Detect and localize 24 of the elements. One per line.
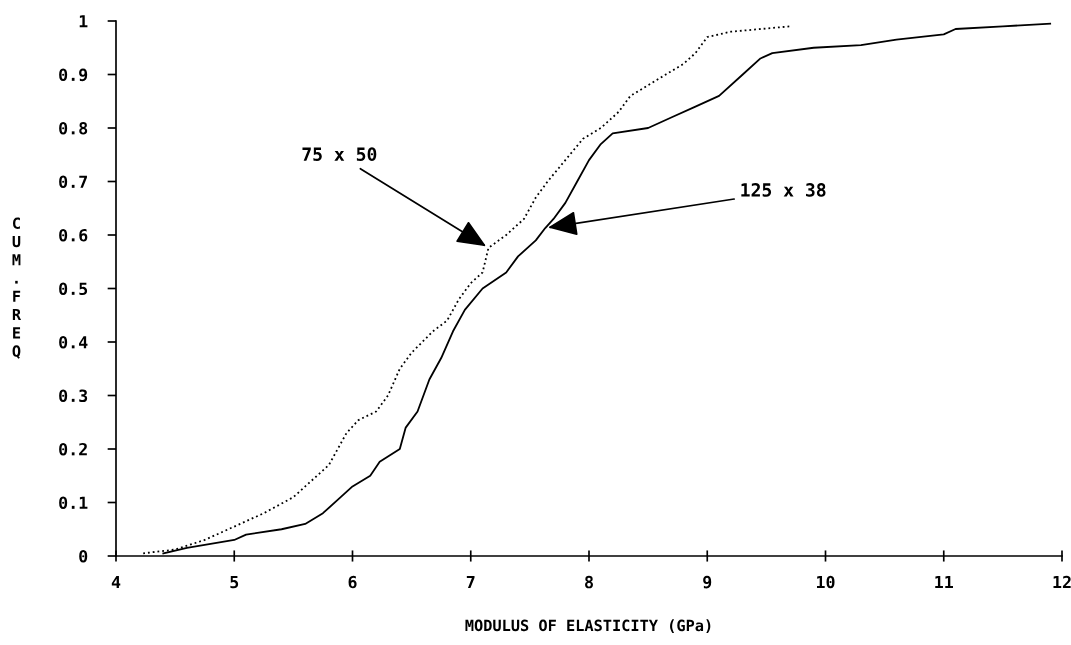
y-tick-label: 0.9 (59, 68, 88, 82)
x-tick-label: 5 (230, 575, 239, 589)
x-tick-label: 12 (1053, 575, 1071, 589)
y-tick-label: 0 (79, 549, 88, 563)
annotation: 75 x 50 (302, 147, 377, 162)
y-tick-label: 0.6 (59, 228, 88, 242)
y-tick-label: 0.8 (59, 121, 88, 135)
x-tick-label: 11 (935, 575, 953, 589)
x-tick-label: 4 (111, 575, 121, 589)
y-tick-label: 0.3 (59, 389, 88, 403)
y-tick-label: 0.1 (59, 496, 88, 510)
y-tick-label: 0.4 (59, 335, 88, 349)
x-tick-label: 10 (817, 575, 835, 589)
annotation: 125 x 38 (741, 183, 826, 197)
x-tick-label: 8 (585, 575, 593, 589)
x-tick-label: 6 (348, 575, 357, 589)
y-tick-label: 0.2 (59, 442, 87, 456)
x-tick-label: 9 (703, 575, 712, 589)
x-tick-label: 7 (466, 575, 475, 589)
y-axis-title: CUM.FREQ (12, 217, 22, 359)
y-tick-label: 1 (79, 15, 88, 28)
y-tick-label: 0.7 (59, 175, 87, 189)
x-axis-title: MODULUS OF ELASTICITY (GPa) (465, 619, 711, 633)
y-tick-label: 0.5 (59, 282, 88, 296)
